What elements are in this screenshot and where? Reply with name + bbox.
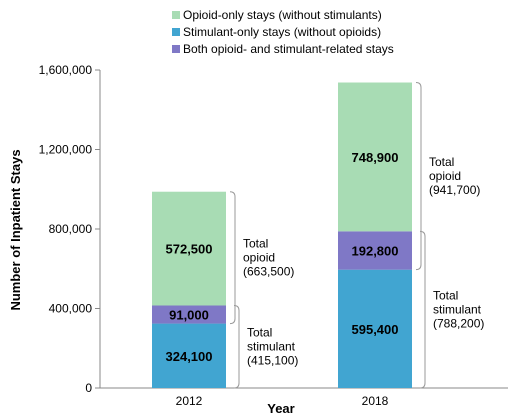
data-label: 324,100 — [166, 349, 213, 364]
data-label: 192,800 — [352, 244, 399, 259]
bar-segment — [152, 191, 226, 306]
bars: 324,100 91,000 572,500 595,400 192,800 748,90… — [152, 82, 412, 388]
data-label: 91,000 — [169, 308, 209, 323]
annotation-text: Total — [243, 237, 268, 251]
y-axis: 0 400,000 800,000 1,200,000 1,600,000 — [39, 63, 101, 395]
annotation-text: (788,200) — [433, 317, 484, 331]
x-axis-title: Year — [267, 401, 294, 416]
legend-label: Stimulant-only stays (without opioids) — [183, 25, 381, 39]
legend-label: Opioid-only stays (without stimulants) — [183, 8, 382, 22]
bracket — [415, 82, 422, 271]
bracket — [233, 304, 240, 389]
y-tick-label: 1,200,000 — [39, 143, 93, 157]
legend: Opioid-only stays (without stimulants) St… — [172, 8, 394, 56]
data-label: 572,500 — [166, 242, 213, 257]
annotation-text: (941,700) — [429, 183, 480, 197]
annotation-text: stimulant — [247, 340, 296, 354]
bar-segment — [338, 82, 412, 232]
bar-segment — [152, 305, 226, 324]
legend-label: Both opioid- and stimulant-related stays — [183, 42, 394, 56]
annotation-text: (663,500) — [243, 265, 294, 279]
data-label: 748,900 — [352, 150, 399, 165]
annotation-text: Total — [429, 155, 454, 169]
y-tick-label: 400,000 — [49, 302, 93, 316]
legend-swatch — [172, 28, 180, 36]
annotation-text: opioid — [429, 169, 461, 183]
bar-segment — [338, 269, 412, 388]
annotation-text: (415,100) — [247, 354, 298, 368]
annotations: Totalopioid(663,500)Totalstimulant(415,1… — [229, 82, 484, 389]
annotation-text: opioid — [243, 251, 275, 265]
y-tick-label: 1,600,000 — [39, 63, 93, 77]
x-tick-label: 2012 — [176, 394, 203, 408]
x-tick-label: 2018 — [362, 394, 389, 408]
y-tick-label: 0 — [85, 381, 92, 395]
bar-segment — [338, 231, 412, 270]
annotation-text: Total — [433, 289, 458, 303]
y-tick-label: 800,000 — [49, 222, 93, 236]
annotation-text: Total — [247, 326, 272, 340]
x-axis: 2012 2018 — [100, 387, 508, 408]
legend-swatch — [172, 11, 180, 19]
annotation-text: stimulant — [433, 303, 482, 317]
bar-segment — [152, 323, 226, 388]
data-label: 595,400 — [352, 322, 399, 337]
bracket — [229, 191, 236, 325]
y-axis-title: Number of Inpatient Stays — [8, 149, 23, 310]
legend-swatch — [172, 45, 180, 53]
bracket — [419, 230, 426, 389]
